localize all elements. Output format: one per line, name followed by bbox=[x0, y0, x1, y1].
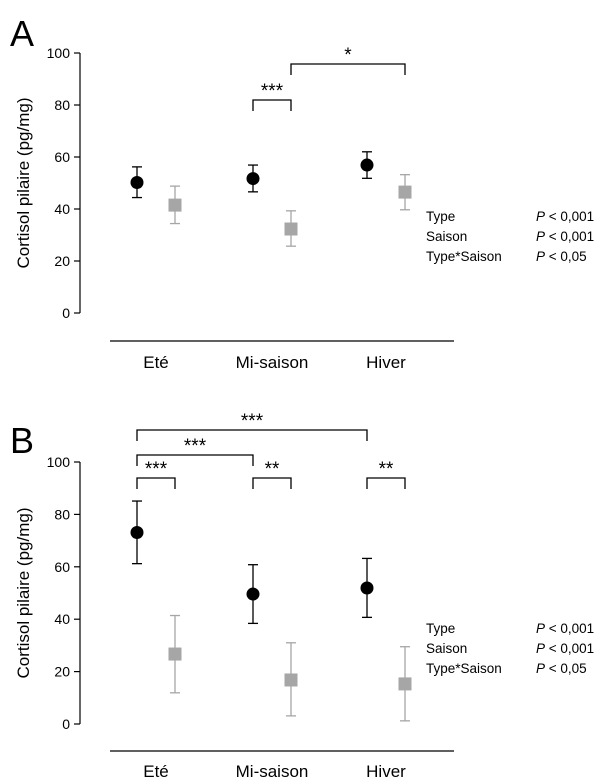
stat-p-value: P < 0,001 bbox=[536, 641, 594, 656]
stat-p-symbol: P bbox=[536, 249, 545, 264]
stat-p-value: P < 0,05 bbox=[536, 249, 587, 264]
stat-p-value: P < 0,05 bbox=[536, 661, 587, 676]
y-tick-label: 20 bbox=[54, 253, 70, 269]
data-point-circle bbox=[246, 587, 260, 601]
significance-bracket bbox=[252, 99, 292, 111]
y-tick-label: 60 bbox=[54, 149, 70, 165]
y-tick-label: 80 bbox=[54, 97, 70, 113]
panel-a-letter: A bbox=[10, 13, 34, 54]
data-point-circle bbox=[130, 525, 144, 539]
y-tick-label: 100 bbox=[47, 454, 71, 470]
significance-bracket bbox=[136, 429, 368, 441]
x-category-label: Hiver bbox=[366, 353, 406, 372]
panel-a-chart: 0 20 40 60 80 100 Cortisol pilaire (pg/mg) Eté M… bbox=[14, 45, 594, 372]
y-tick-label: 80 bbox=[54, 506, 70, 522]
significance-label: ** bbox=[379, 459, 394, 480]
y-tick-label: 0 bbox=[62, 716, 70, 732]
stat-term: Type bbox=[426, 621, 455, 636]
significance-bracket bbox=[136, 477, 176, 489]
y-axis-label: Cortisol pilaire (pg/mg) bbox=[14, 98, 33, 269]
stat-term: Saison bbox=[426, 641, 467, 656]
panel-b-chart: 0 20 40 60 80 100 Cortisol pilaire (pg/mg) Eté M… bbox=[14, 411, 594, 780]
stat-p-symbol: P bbox=[536, 641, 545, 656]
stat-term: Saison bbox=[426, 229, 467, 244]
y-tick-label: 60 bbox=[54, 559, 70, 575]
data-point-square bbox=[284, 222, 298, 236]
significance-label: *** bbox=[184, 436, 207, 457]
significance-bracket bbox=[366, 477, 406, 489]
stat-p-symbol: P bbox=[536, 209, 545, 224]
stat-p-symbol: P bbox=[536, 661, 545, 676]
significance-bracket bbox=[290, 63, 406, 75]
y-tick-label: 40 bbox=[54, 611, 70, 627]
panel-b-letter: B bbox=[10, 420, 34, 461]
stat-p-text: < 0,001 bbox=[545, 229, 594, 244]
x-category-label: Hiver bbox=[366, 762, 406, 780]
stat-p-text: < 0,05 bbox=[545, 661, 587, 676]
data-point-square bbox=[398, 185, 412, 199]
significance-label: *** bbox=[241, 411, 264, 432]
significance-label: *** bbox=[145, 459, 168, 480]
data-point-square bbox=[398, 677, 412, 691]
x-category-label: Mi-saison bbox=[236, 353, 309, 372]
stat-p-text: < 0,001 bbox=[545, 209, 594, 224]
significance-label: *** bbox=[261, 81, 284, 102]
significance-label: ** bbox=[265, 459, 280, 480]
data-point-square bbox=[168, 198, 182, 212]
x-category-label: Eté bbox=[143, 353, 169, 372]
x-category-label: Eté bbox=[143, 762, 169, 780]
stat-term: Type bbox=[426, 209, 455, 224]
stat-term: Type*Saison bbox=[426, 249, 502, 264]
stat-p-symbol: P bbox=[536, 621, 545, 636]
stat-term: Type*Saison bbox=[426, 661, 502, 676]
stat-p-value: P < 0,001 bbox=[536, 209, 594, 224]
data-point-circle bbox=[130, 175, 144, 189]
y-tick-label: 40 bbox=[54, 201, 70, 217]
y-tick-label: 0 bbox=[62, 305, 70, 321]
stat-p-symbol: P bbox=[536, 229, 545, 244]
data-point-circle bbox=[360, 581, 374, 595]
significance-bracket bbox=[136, 454, 254, 466]
stat-p-text: < 0,001 bbox=[545, 641, 594, 656]
y-tick-label: 100 bbox=[47, 45, 71, 61]
stat-p-text: < 0,05 bbox=[545, 249, 587, 264]
stat-p-text: < 0,001 bbox=[545, 621, 594, 636]
x-category-label: Mi-saison bbox=[236, 762, 309, 780]
data-point-square bbox=[284, 673, 298, 687]
data-point-circle bbox=[246, 172, 260, 186]
stat-p-value: P < 0,001 bbox=[536, 229, 594, 244]
stat-p-value: P < 0,001 bbox=[536, 621, 594, 636]
y-tick-label: 20 bbox=[54, 664, 70, 680]
y-axis-label: Cortisol pilaire (pg/mg) bbox=[14, 508, 33, 679]
significance-label: * bbox=[344, 45, 352, 66]
data-point-circle bbox=[360, 158, 374, 172]
data-point-square bbox=[168, 647, 182, 661]
significance-bracket bbox=[252, 477, 292, 489]
